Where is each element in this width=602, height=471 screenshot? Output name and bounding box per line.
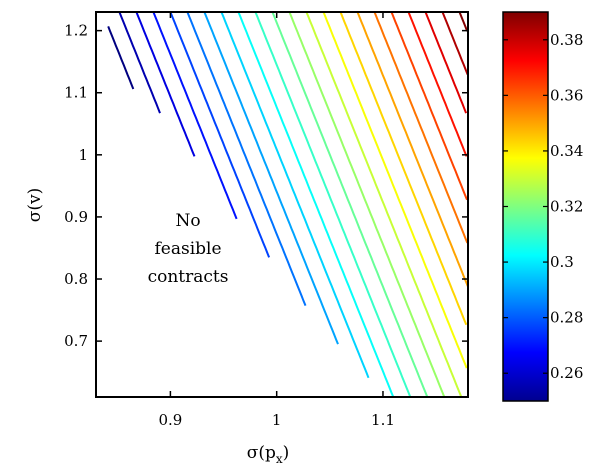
contour-line — [237, 11, 395, 398]
contour-line — [152, 11, 238, 220]
contour-line — [107, 26, 135, 90]
contour-line — [424, 11, 468, 114]
contour-line — [390, 11, 468, 201]
colorbar-tick-label: 0.36 — [550, 86, 583, 104]
contour-line — [339, 11, 468, 326]
colorbar-tick-label: 0.3 — [550, 253, 574, 271]
x-axis-title-subscript: x — [276, 452, 283, 466]
contour-line — [356, 11, 469, 287]
colorbar-tick-label: 0.38 — [550, 31, 583, 49]
axes-frame — [95, 11, 469, 398]
y-tick-label: 0.8 — [64, 270, 88, 288]
y-tick-label: 1.1 — [64, 84, 88, 102]
contour-line — [254, 11, 412, 398]
svg-text:σ(px): σ(px) — [247, 443, 290, 466]
colorbar-tick-label: 0.34 — [550, 142, 583, 160]
x-tick-label: 1 — [272, 411, 282, 429]
x-axis-title-main: σ(p — [247, 443, 276, 463]
colorbar-tick-label: 0.32 — [550, 198, 583, 216]
colorbar-tick-label: 0.26 — [550, 364, 583, 382]
contour-line — [441, 11, 469, 75]
colorbar — [502, 11, 549, 402]
y-tick-label: 0.7 — [64, 332, 88, 350]
x-axis-title: σ(px) — [247, 443, 290, 466]
y-tick-label: 1 — [78, 146, 88, 164]
contour-line — [288, 11, 446, 398]
contour-line — [407, 11, 468, 157]
annotation-line-1: No — [175, 211, 200, 231]
contour-lines — [107, 11, 469, 398]
contour-line — [305, 11, 463, 398]
contour-line — [271, 11, 429, 398]
annotation-line-3: contracts — [148, 267, 229, 287]
contour-line — [458, 11, 469, 32]
x-axis-ticks: 0.9 1 1.1 — [158, 12, 395, 429]
colorbar-tick-label: 0.28 — [550, 309, 583, 327]
contour-line — [169, 11, 271, 258]
contour-line — [203, 11, 339, 345]
no-feasible-annotation: No feasible contracts — [148, 211, 229, 287]
x-tick-label: 1.1 — [371, 411, 395, 429]
contour-line — [322, 11, 468, 369]
contour-line — [135, 11, 196, 157]
contour-line — [118, 11, 161, 114]
y-tick-label: 1.2 — [64, 22, 88, 40]
y-axis-title: σ(v) — [25, 188, 45, 222]
x-axis-title-close: ) — [283, 443, 290, 463]
x-tick-label: 0.9 — [158, 411, 182, 429]
contour-line — [186, 11, 307, 306]
y-tick-label: 0.9 — [64, 208, 88, 226]
y-axis-ticks: 0.7 0.8 0.9 1 1.1 1.2 — [64, 22, 468, 350]
contour-line — [220, 11, 370, 379]
contour-line — [373, 11, 469, 244]
annotation-line-2: feasible — [154, 239, 221, 259]
colorbar-ticks: 0.26 0.28 0.3 0.32 0.34 0.36 0.38 — [503, 31, 583, 382]
